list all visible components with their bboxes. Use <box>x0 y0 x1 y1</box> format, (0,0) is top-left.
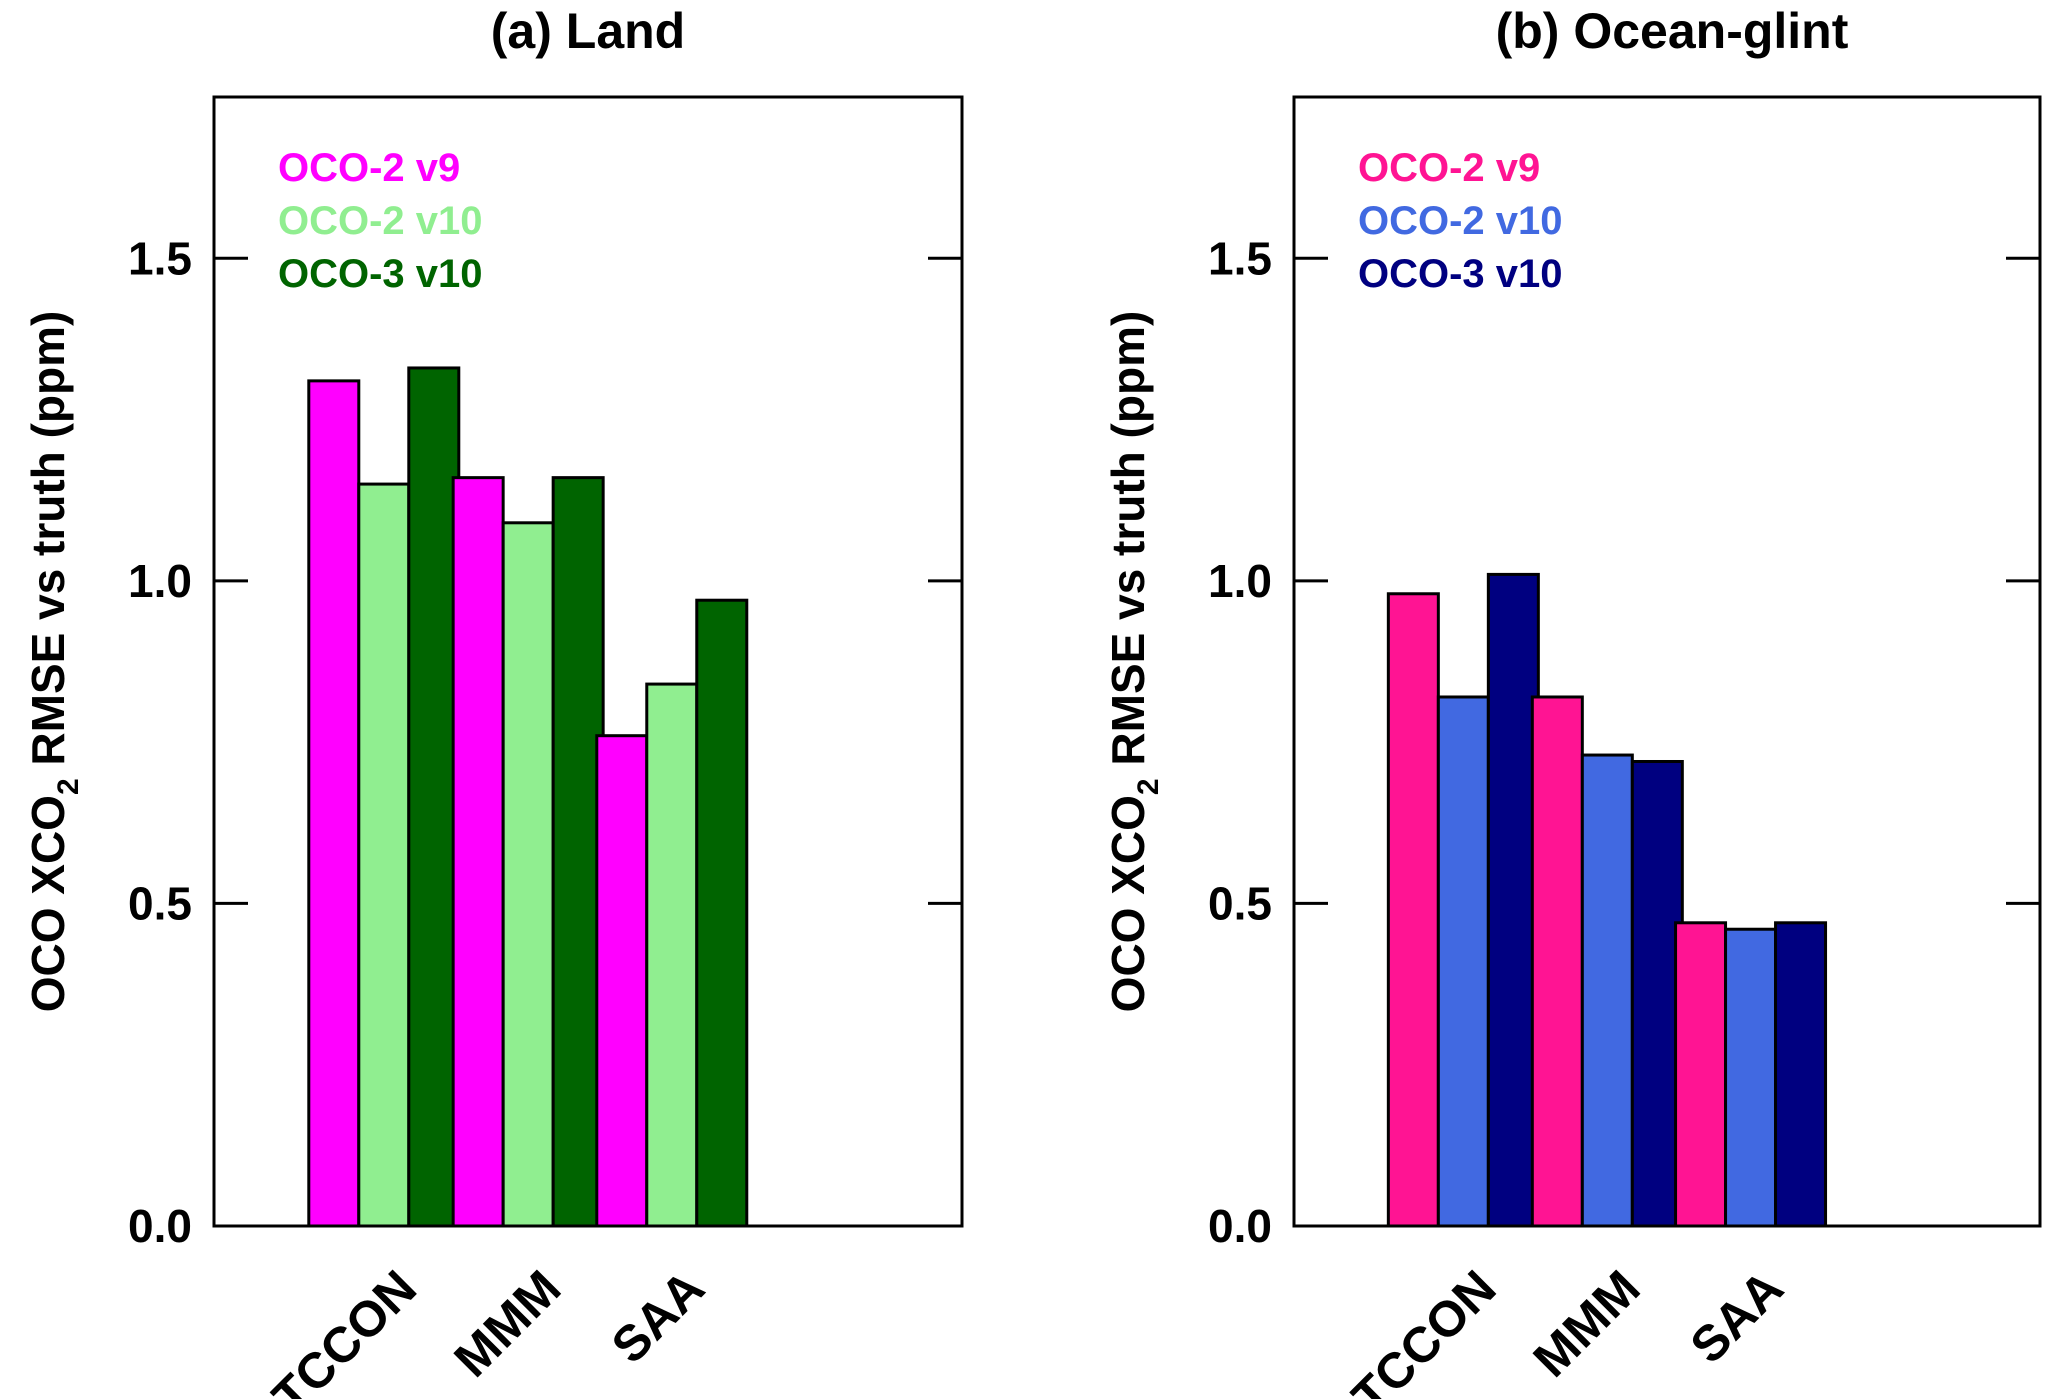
bar-mmm-oco-2-v9 <box>451 476 505 1228</box>
bar-mmm-oco-2-v9 <box>1530 695 1584 1228</box>
y-axis-label-main: OCO XCO <box>22 795 74 1012</box>
y-axis-label-rest: RMSE vs truth (ppm) <box>1102 311 1154 779</box>
category-label-tccon: TCCON <box>1341 1260 1506 1399</box>
legend-entry: OCO-2 v10 <box>278 199 483 243</box>
bar-saa-oco-3-v10 <box>1774 921 1828 1228</box>
bar-mmm-oco-3-v10 <box>551 476 605 1228</box>
legend-entry: OCO-2 v10 <box>1358 199 1563 243</box>
y-axis-label-subscript: 2 <box>52 778 85 795</box>
bar-saa-oco-2-v10 <box>1724 927 1778 1228</box>
plot-frame <box>212 95 964 1228</box>
panel-ocean-glint: (b) Ocean-glint TCCON MMM SAA 0.0 0.5 1.0 1.5 OC… <box>1102 3 2042 1399</box>
y-tick-label: 0.0 <box>128 1200 192 1252</box>
y-tick-label: 0.0 <box>1208 1200 1272 1252</box>
bar-saa-oco-3-v10 <box>695 598 749 1228</box>
y-tick-label: 0.5 <box>128 877 192 929</box>
chart-title: (a) Land <box>491 3 685 59</box>
bar-tccon-oco-3-v10 <box>1486 572 1540 1228</box>
bar-saa-oco-2-v10 <box>645 682 699 1228</box>
y-axis-label-subscript: 2 <box>1132 778 1165 795</box>
plot-frame <box>1292 95 2042 1228</box>
category-label-mmm: MMM <box>1523 1260 1651 1388</box>
legend-entry: OCO-2 v9 <box>1358 146 1540 190</box>
y-tick-label: 1.5 <box>1208 232 1272 284</box>
bar-saa-oco-2-v9 <box>595 734 649 1228</box>
y-tick-label: 1.5 <box>128 232 192 284</box>
category-label-saa: SAA <box>601 1260 715 1374</box>
y-axis-label-rest: RMSE vs truth (ppm) <box>22 311 74 779</box>
bar-tccon-oco-3-v10 <box>407 366 461 1228</box>
legend-entry: OCO-2 v9 <box>278 146 460 190</box>
category-label-mmm: MMM <box>443 1260 571 1388</box>
chart-title: (b) Ocean-glint <box>1496 3 1849 59</box>
bar-tccon-oco-2-v9 <box>1386 592 1440 1228</box>
bar-tccon-oco-2-v9 <box>307 379 361 1228</box>
y-tick-label: 1.0 <box>128 555 192 607</box>
bar-tccon-oco-2-v10 <box>1436 695 1490 1228</box>
y-tick-label: 0.5 <box>1208 877 1272 929</box>
bar-saa-oco-2-v9 <box>1674 921 1728 1228</box>
y-axis-label-main: OCO XCO <box>1102 795 1154 1012</box>
bar-mmm-oco-2-v10 <box>1580 753 1634 1228</box>
bar-tccon-oco-2-v10 <box>357 482 411 1228</box>
category-label-tccon: TCCON <box>262 1260 427 1399</box>
panel-land: (a) Land TCCON MMM SAA 0.0 0.5 1.0 1.5 OCO XCO2 … <box>22 3 964 1399</box>
category-label-saa: SAA <box>1680 1260 1794 1374</box>
y-tick-label: 1.0 <box>1208 555 1272 607</box>
y-axis-label: OCO XCO2 RMSE vs truth (ppm) <box>22 311 85 1013</box>
legend-entry: OCO-3 v10 <box>1358 252 1563 296</box>
bar-mmm-oco-2-v10 <box>501 521 555 1228</box>
legend-entry: OCO-3 v10 <box>278 252 483 296</box>
y-axis-label: OCO XCO2 RMSE vs truth (ppm) <box>1102 311 1165 1013</box>
